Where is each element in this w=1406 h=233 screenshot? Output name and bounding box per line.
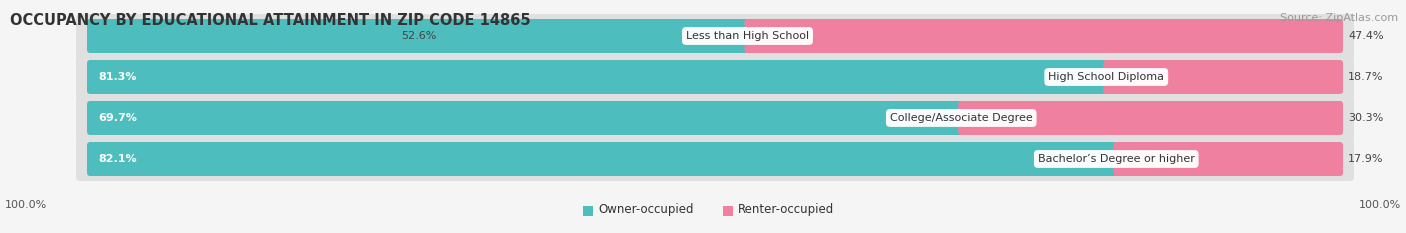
Text: Renter-occupied: Renter-occupied [738,203,834,216]
Text: 30.3%: 30.3% [1348,113,1384,123]
FancyBboxPatch shape [76,14,1354,58]
FancyBboxPatch shape [583,206,593,216]
Text: 18.7%: 18.7% [1348,72,1384,82]
FancyBboxPatch shape [87,142,1119,176]
Text: 82.1%: 82.1% [98,154,136,164]
Text: College/Associate Degree: College/Associate Degree [890,113,1032,123]
FancyBboxPatch shape [76,55,1354,99]
Text: Less than High School: Less than High School [686,31,808,41]
Text: Owner-occupied: Owner-occupied [598,203,693,216]
Text: 47.4%: 47.4% [1348,31,1384,41]
FancyBboxPatch shape [959,101,1343,135]
Text: OCCUPANCY BY EDUCATIONAL ATTAINMENT IN ZIP CODE 14865: OCCUPANCY BY EDUCATIONAL ATTAINMENT IN Z… [10,13,530,28]
FancyBboxPatch shape [87,101,965,135]
Text: 100.0%: 100.0% [1358,200,1400,210]
Text: 100.0%: 100.0% [6,200,48,210]
FancyBboxPatch shape [87,60,1109,94]
FancyBboxPatch shape [87,19,751,53]
FancyBboxPatch shape [76,137,1354,181]
Text: 81.3%: 81.3% [98,72,136,82]
FancyBboxPatch shape [745,19,1343,53]
Text: 69.7%: 69.7% [98,113,136,123]
Text: Bachelor’s Degree or higher: Bachelor’s Degree or higher [1038,154,1195,164]
Text: Source: ZipAtlas.com: Source: ZipAtlas.com [1279,13,1398,23]
FancyBboxPatch shape [76,96,1354,140]
FancyBboxPatch shape [723,206,733,216]
Text: High School Diploma: High School Diploma [1049,72,1164,82]
Text: 17.9%: 17.9% [1348,154,1384,164]
FancyBboxPatch shape [1104,60,1343,94]
FancyBboxPatch shape [1114,142,1343,176]
Text: 52.6%: 52.6% [401,31,436,41]
